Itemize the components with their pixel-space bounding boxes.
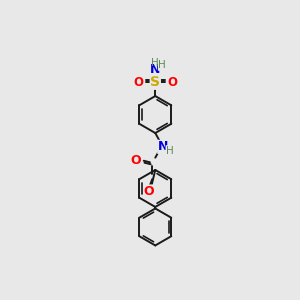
Text: S: S	[150, 75, 160, 89]
Text: N: N	[150, 63, 160, 76]
Text: H: H	[166, 146, 174, 156]
Text: O: O	[131, 154, 141, 167]
Text: O: O	[167, 76, 177, 89]
Text: H: H	[151, 58, 158, 68]
Text: N: N	[158, 140, 168, 153]
Text: O: O	[144, 185, 154, 198]
Text: O: O	[134, 76, 143, 89]
Text: H: H	[158, 60, 166, 70]
